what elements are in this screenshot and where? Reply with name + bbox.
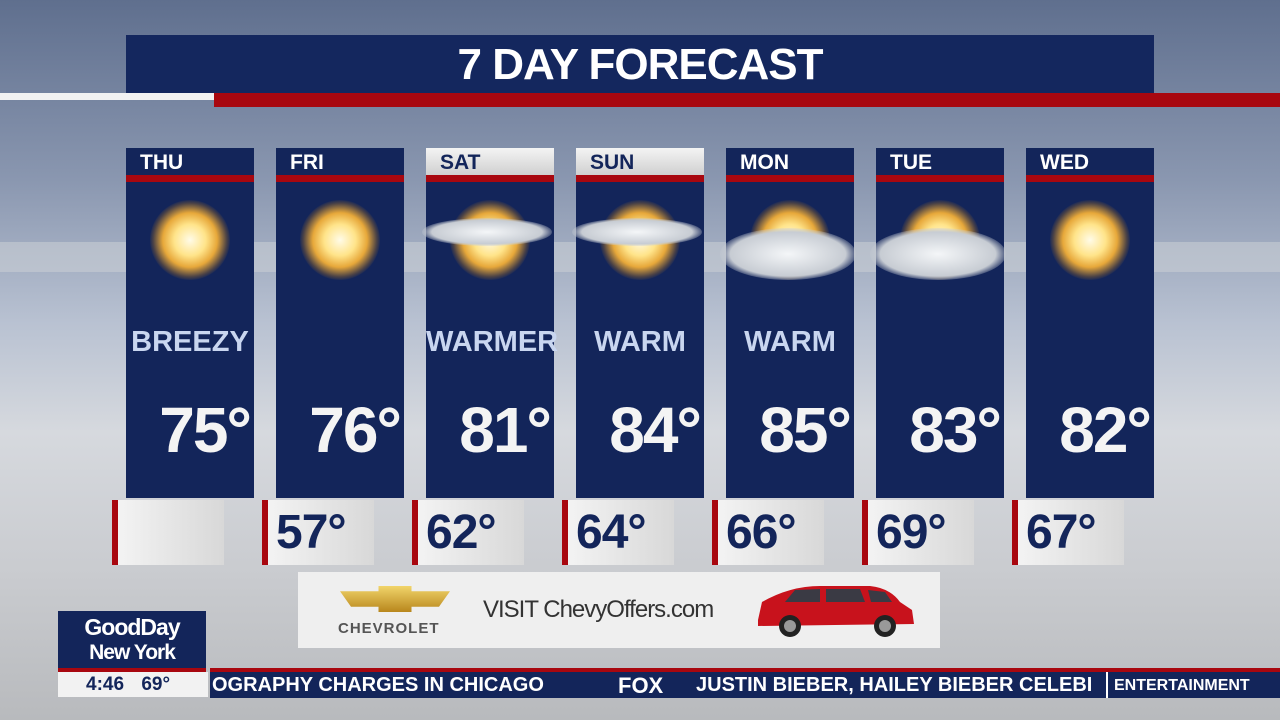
cloud-icon xyxy=(572,218,702,246)
low-temp: 69° xyxy=(862,500,974,565)
divider xyxy=(426,175,554,182)
day-label: THU xyxy=(140,151,184,174)
sun-icon xyxy=(1050,200,1130,280)
sun-icon xyxy=(300,200,380,280)
forecast-day-fri: FRI 76° xyxy=(276,148,404,498)
news-ticker: OGRAPHY CHARGES IN CHICAGO FOX JUSTIN BI… xyxy=(210,668,1280,698)
ad-text: VISIT ChevyOffers.com xyxy=(483,596,714,623)
forecast-day-thu: THU BREEZY 75° xyxy=(126,148,254,498)
condition-label: WARM xyxy=(594,326,686,358)
divider xyxy=(276,175,404,182)
clock: 4:46 xyxy=(86,674,125,695)
cloud-icon xyxy=(422,218,552,246)
day-label: TUE xyxy=(890,151,932,174)
low-temp: 57° xyxy=(262,500,374,565)
condition-label: WARMER xyxy=(426,326,559,358)
car-icon xyxy=(758,586,914,637)
fox-logo: FOX xyxy=(618,673,664,698)
low-temp: 64° xyxy=(562,500,674,565)
forecast-day-mon: MON WARM 85° xyxy=(720,148,856,498)
high-temp: 83° xyxy=(909,394,1002,466)
ticker-category: ENTERTAINMENT xyxy=(1106,672,1250,698)
high-temp: 85° xyxy=(759,394,852,466)
time-temp: 4:46 69° xyxy=(58,672,208,697)
low-temp: 66° xyxy=(712,500,824,565)
ad-brand: CHEVROLET xyxy=(338,620,440,637)
divider xyxy=(876,175,1004,182)
ticker-headline: OGRAPHY CHARGES IN CHICAGO xyxy=(212,674,544,696)
divider xyxy=(58,668,206,672)
day-label: MON xyxy=(740,151,789,174)
low-temp xyxy=(112,500,224,565)
forecast-day-wed: WED 82° xyxy=(1026,148,1154,498)
current-temp: 69° xyxy=(141,674,171,695)
high-temp: 82° xyxy=(1059,394,1152,466)
condition-label: BREEZY xyxy=(131,326,249,358)
chevrolet-ad[interactable]: CHEVROLET VISIT ChevyOffers.com xyxy=(298,572,940,648)
high-temp: 75° xyxy=(159,394,252,466)
forecast-day-sun: SUN WARM 84° xyxy=(572,148,704,498)
divider xyxy=(0,93,214,100)
chevrolet-logo-icon xyxy=(340,586,450,612)
high-temp: 81° xyxy=(459,394,552,466)
day-label: SUN xyxy=(576,148,704,175)
low-temp: 67° xyxy=(1012,500,1124,565)
divider xyxy=(126,175,254,182)
day-label: FRI xyxy=(290,151,324,174)
cloud-icon xyxy=(720,228,856,280)
high-temp: 76° xyxy=(309,394,402,466)
divider xyxy=(1026,175,1154,182)
page-title: 7 DAY FORECAST xyxy=(126,35,1154,93)
high-temp: 84° xyxy=(609,394,702,466)
forecast-day-sat: SAT WARMER 81° xyxy=(422,148,559,498)
day-label: SAT xyxy=(426,148,554,175)
divider xyxy=(726,175,854,182)
condition-label: WARM xyxy=(744,326,836,358)
low-temp: 62° xyxy=(412,500,524,565)
show-logo: GoodDay New York xyxy=(58,611,206,668)
sun-icon xyxy=(150,200,230,280)
divider xyxy=(214,93,1280,107)
show-logo-line1: GoodDay xyxy=(84,614,180,640)
day-label: WED xyxy=(1040,151,1089,174)
show-logo-line2: New York xyxy=(89,641,176,664)
divider xyxy=(576,175,704,182)
ticker-headline: JUSTIN BIEBER, HAILEY BIEBER CELEBI xyxy=(696,674,1093,696)
forecast-day-tue: TUE 83° xyxy=(870,148,1006,498)
cloud-icon xyxy=(870,228,1006,280)
